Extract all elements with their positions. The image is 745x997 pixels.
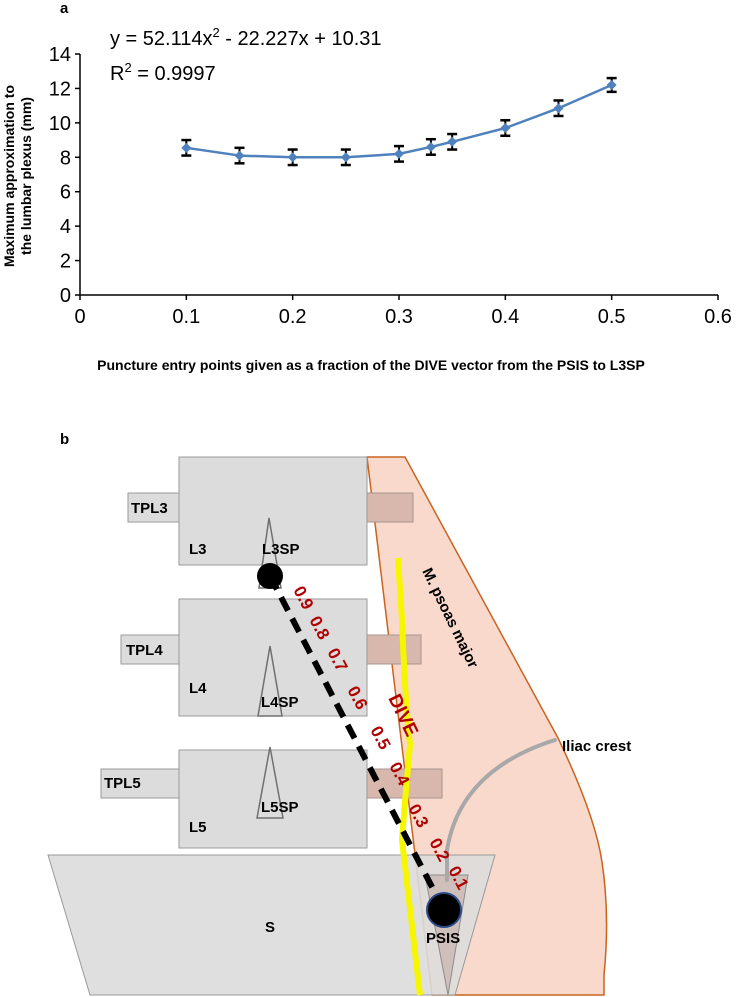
series-line [186, 83, 613, 159]
label-tpl3: TPL3 [131, 500, 168, 517]
label-l3: L3 [189, 541, 207, 558]
data-point [340, 152, 351, 163]
y-axis-title-line2: the lumbar plexus (mm) [18, 97, 34, 255]
equation-suffix: - 22.227x + 10.31 [220, 28, 382, 50]
data-point [425, 141, 436, 152]
data-point [287, 152, 298, 163]
dive-line [395, 557, 423, 996]
x-tick-label: 0.6 [704, 306, 732, 328]
label-l4: L4 [189, 680, 207, 697]
tp-l4-right [366, 634, 422, 665]
data-point [181, 142, 192, 153]
r2-exponent: 2 [124, 60, 131, 75]
panel-b-label: b [60, 431, 69, 448]
panel-a-label: a [60, 0, 69, 17]
tp-l3 [127, 492, 181, 523]
data-point [394, 148, 404, 159]
spinous-process-l5 [256, 746, 284, 819]
r-squared: R2 = 0.9997 [110, 60, 216, 85]
tp-l5 [100, 768, 180, 799]
y-tick-label: 2 [60, 251, 71, 273]
chart-a: 0 2 4 6 8 10 12 14 0 0.1 0.2 0.3 0.4 0.5 0.6 y = 52.1… [1, 25, 732, 373]
label-l5sp: L5SP [261, 799, 299, 816]
x-tick-label: 0.3 [385, 306, 413, 328]
label-tpl4: TPL4 [126, 642, 163, 659]
x-tick-label: 0.2 [279, 306, 307, 328]
psis-point [426, 892, 462, 928]
label-l5: L5 [189, 819, 207, 836]
r2-value: = 0.9997 [132, 63, 216, 85]
y-tick-label: 6 [60, 182, 71, 204]
iliac-crest-line [445, 738, 557, 882]
r2-base: R [110, 63, 124, 85]
fraction-label: 0.5 [366, 723, 394, 753]
x-tick-label: 0.5 [598, 306, 626, 328]
series-layer [181, 76, 617, 167]
y-tick-label: 8 [60, 147, 71, 169]
label-psis: PSIS [426, 930, 460, 947]
x-axis-title: Puncture entry points given as a fractio… [97, 357, 645, 373]
y-ticks: 0 2 4 6 8 10 12 14 [49, 44, 80, 307]
label-l3sp: L3SP [262, 541, 300, 558]
label-tpl5: TPL5 [104, 775, 141, 792]
x-ticks: 0 0.1 0.2 0.3 0.4 0.5 0.6 [74, 295, 732, 328]
x-tick-label: 0 [74, 306, 85, 328]
y-tick-label: 0 [60, 285, 71, 307]
y-tick-label: 10 [49, 113, 71, 135]
vertebra-l4 [178, 598, 368, 717]
sacrum [47, 854, 496, 996]
tp-l3-right [366, 492, 414, 523]
data-point [447, 136, 458, 147]
spinous-process-l4 [257, 645, 283, 717]
equation-prefix: y = 52.114x [110, 28, 212, 50]
data-point [234, 150, 245, 161]
label-iliac-crest: Iliac crest [562, 738, 631, 755]
vector-line [267, 574, 447, 912]
label-l4sp: L4SP [261, 694, 299, 711]
l3sp-point [257, 563, 283, 589]
y-tick-label: 14 [49, 44, 71, 66]
x-tick-label: 0.1 [172, 306, 200, 328]
y-tick-label: 12 [49, 78, 71, 100]
vertebra-l3 [178, 456, 368, 566]
y-tick-label: 4 [60, 216, 71, 238]
x-tick-label: 0.4 [491, 306, 519, 328]
data-point [500, 123, 511, 134]
diagram-b: 0.9 0.8 0.7 0.6 0.5 0.4 0.3 0.2 0.1 TPL3… [47, 456, 631, 996]
equation-exponent: 2 [212, 25, 219, 40]
label-sacrum: S [265, 919, 275, 936]
trend-equation: y = 52.114x2 - 22.227x + 10.31 [110, 25, 382, 50]
data-point [553, 103, 564, 114]
y-axis-title-line1: Maximum approximation to [1, 85, 17, 267]
data-point [606, 79, 617, 90]
